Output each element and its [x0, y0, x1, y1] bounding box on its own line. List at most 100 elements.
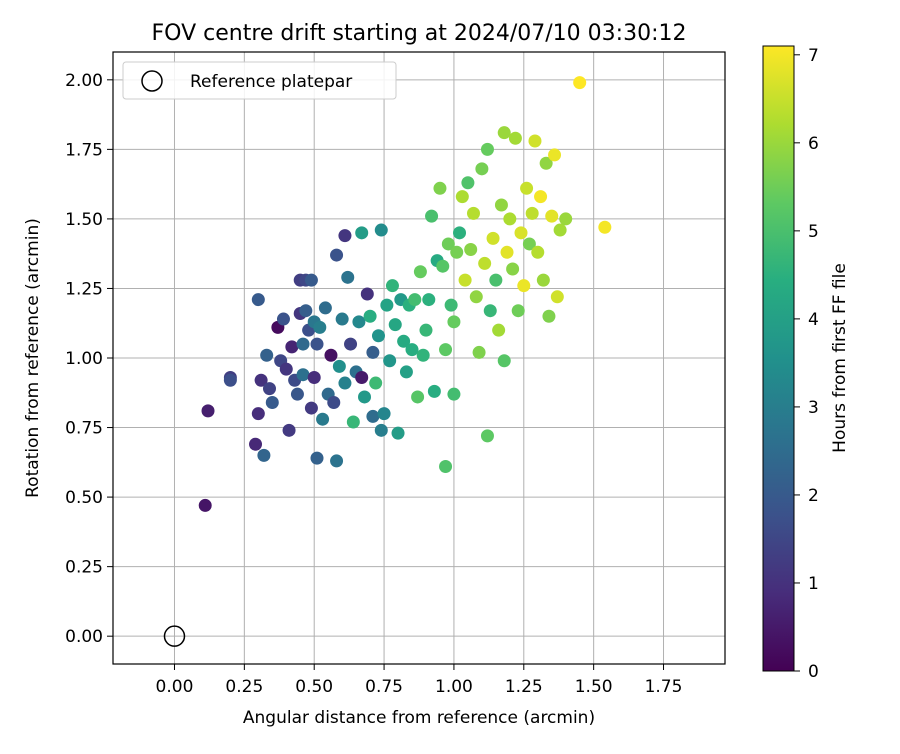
data-point	[514, 226, 528, 240]
data-point	[296, 368, 310, 382]
data-point	[444, 298, 458, 312]
data-point	[508, 131, 522, 145]
data-point	[536, 273, 550, 287]
data-point	[251, 407, 265, 421]
data-point	[341, 270, 355, 284]
data-point	[371, 329, 385, 343]
data-point	[528, 134, 542, 148]
y-axis-label: Rotation from reference (arcmin)	[23, 218, 43, 498]
data-point	[330, 454, 344, 468]
data-point	[534, 190, 548, 204]
data-point	[517, 279, 531, 293]
data-point	[539, 156, 553, 170]
reference-platepar-point	[163, 625, 186, 647]
y-tick-label: 0.75	[65, 419, 103, 439]
colorbar-tick-label: 4	[808, 310, 819, 330]
x-tick-label: 1.75	[645, 677, 683, 697]
data-point	[363, 309, 377, 323]
data-point	[338, 376, 352, 390]
data-point	[480, 142, 494, 156]
y-axis-ticks: 0.00 0.25 0.50 0.75 1.00 1.25 1.50 1.75 2.00	[65, 71, 113, 647]
data-point	[545, 209, 559, 223]
data-point	[503, 212, 517, 226]
data-point	[559, 212, 573, 226]
data-point	[346, 415, 360, 429]
data-point	[416, 348, 430, 362]
data-point	[285, 340, 299, 354]
data-point	[355, 370, 369, 384]
data-point	[296, 337, 310, 351]
data-point	[413, 265, 427, 279]
data-point	[598, 220, 612, 234]
data-point	[262, 382, 276, 396]
data-point	[282, 423, 296, 437]
data-point	[310, 451, 324, 465]
colorbar-label: Hours from first FF file	[830, 263, 850, 453]
data-point	[265, 396, 279, 410]
data-point	[520, 181, 534, 195]
legend: Reference platepar	[122, 61, 397, 100]
data-point	[548, 148, 562, 162]
data-point	[366, 409, 380, 423]
data-point	[483, 304, 497, 318]
data-point	[327, 396, 341, 410]
data-point	[425, 209, 439, 223]
data-point	[469, 290, 483, 304]
grid-lines	[113, 52, 725, 664]
x-axis-ticks: 0.00 0.25 0.50 0.75 1.00 1.25 1.50 1.75	[156, 664, 683, 697]
data-point	[492, 323, 506, 337]
data-point	[397, 334, 411, 348]
data-point	[450, 245, 464, 259]
colorbar-ticks: 0 1 2 3 4 5 6 7	[794, 46, 819, 682]
colorbar-gradient	[762, 45, 795, 672]
data-point	[307, 370, 321, 384]
data-point	[260, 348, 274, 362]
y-tick-label: 0.00	[65, 627, 103, 647]
data-point	[304, 401, 318, 415]
data-point	[338, 229, 352, 243]
data-point	[455, 190, 469, 204]
data-point	[441, 237, 455, 251]
x-tick-label: 1.25	[505, 677, 543, 697]
data-point	[335, 312, 349, 326]
data-point	[461, 176, 475, 190]
data-point	[506, 262, 520, 276]
data-point	[494, 198, 508, 212]
data-point	[304, 273, 318, 287]
data-point	[453, 226, 467, 240]
data-point	[313, 320, 327, 334]
chart-title: FOV centre drift starting at 2024/07/10 …	[152, 21, 687, 46]
colorbar-tick-label: 0	[808, 662, 819, 682]
data-point	[550, 290, 564, 304]
data-point	[355, 226, 369, 240]
data-point	[573, 76, 587, 90]
data-point	[330, 248, 344, 262]
data-point	[447, 387, 461, 401]
data-point	[466, 206, 480, 220]
data-point	[383, 354, 397, 368]
data-point	[422, 293, 436, 307]
data-point	[369, 376, 383, 390]
colorbar-tick-label: 1	[808, 574, 819, 594]
data-point	[279, 362, 293, 376]
data-point	[525, 206, 539, 220]
data-point	[344, 337, 358, 351]
data-point	[332, 359, 346, 373]
data-point	[542, 309, 556, 323]
data-point	[399, 365, 413, 379]
data-point	[276, 312, 290, 326]
data-point	[458, 273, 472, 287]
data-point	[249, 437, 263, 451]
x-tick-label: 0.50	[295, 677, 333, 697]
data-point	[439, 343, 453, 357]
data-point	[405, 343, 419, 357]
data-point	[223, 373, 237, 387]
data-point	[511, 304, 525, 318]
x-axis-label: Angular distance from reference (arcmin)	[243, 708, 595, 728]
legend-marker	[141, 70, 163, 92]
data-point	[411, 390, 425, 404]
y-tick-label: 0.50	[65, 488, 103, 508]
data-point	[475, 162, 489, 176]
y-tick-label: 1.75	[65, 140, 103, 160]
data-point	[408, 293, 422, 307]
